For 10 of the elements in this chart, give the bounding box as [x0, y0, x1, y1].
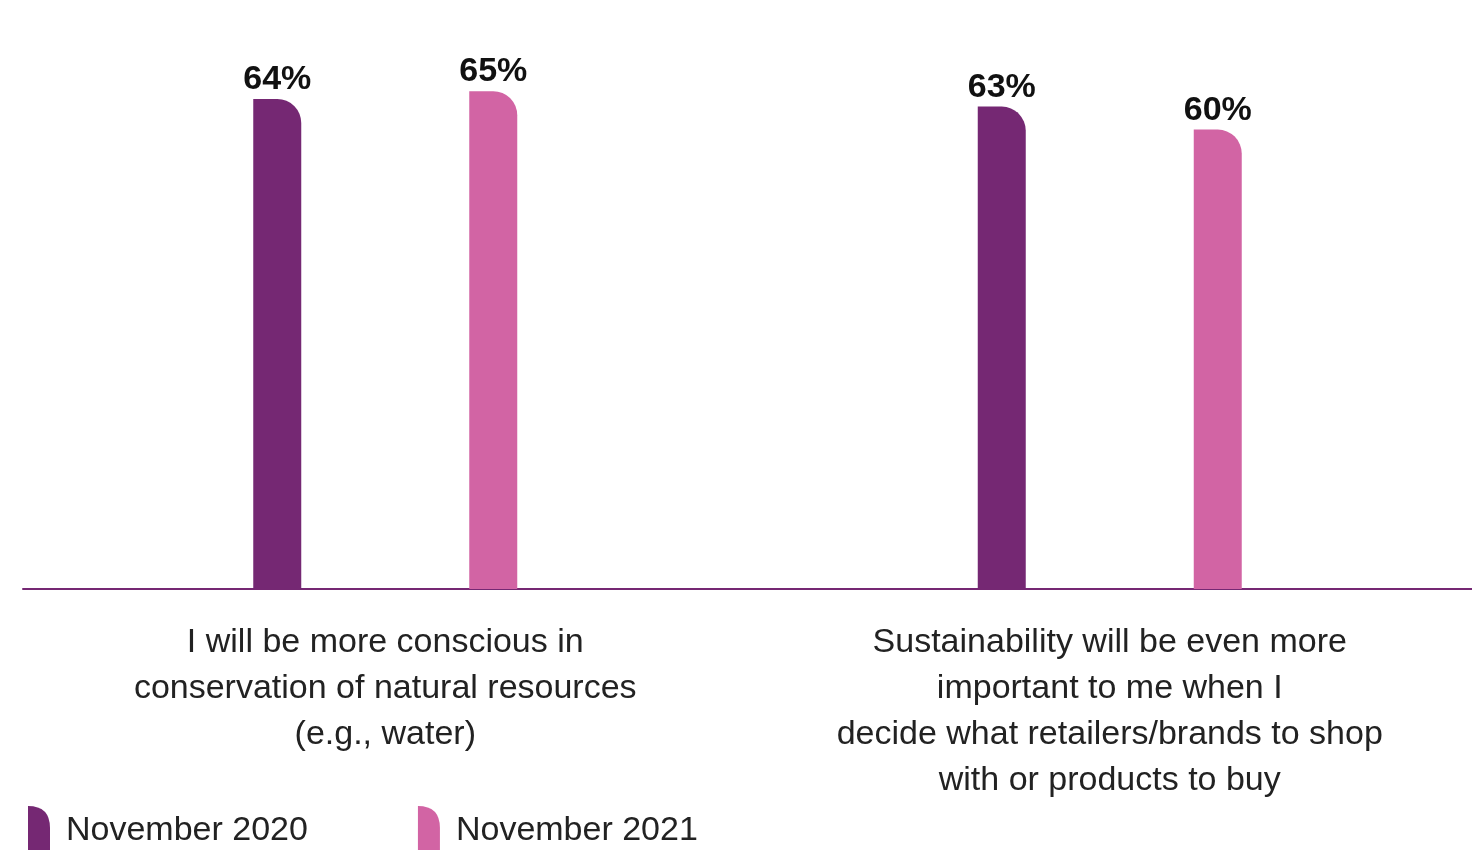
bar	[469, 91, 518, 589]
bar	[1193, 129, 1242, 589]
legend-label: November 2021	[455, 809, 698, 847]
data-label: 65%	[459, 50, 528, 89]
data-label: 63%	[967, 65, 1036, 104]
x-tick-label: I will be more conscious in conservation of natural resources (e.g., water)	[133, 621, 637, 751]
x-tick-label: Sustainability will be even more important to me when I decide what retailers/brands to shop with or products to buy	[836, 621, 1383, 797]
data-label: 64%	[243, 57, 312, 96]
legend-label: November 2020	[66, 809, 308, 847]
data-label: 60%	[1183, 88, 1252, 127]
